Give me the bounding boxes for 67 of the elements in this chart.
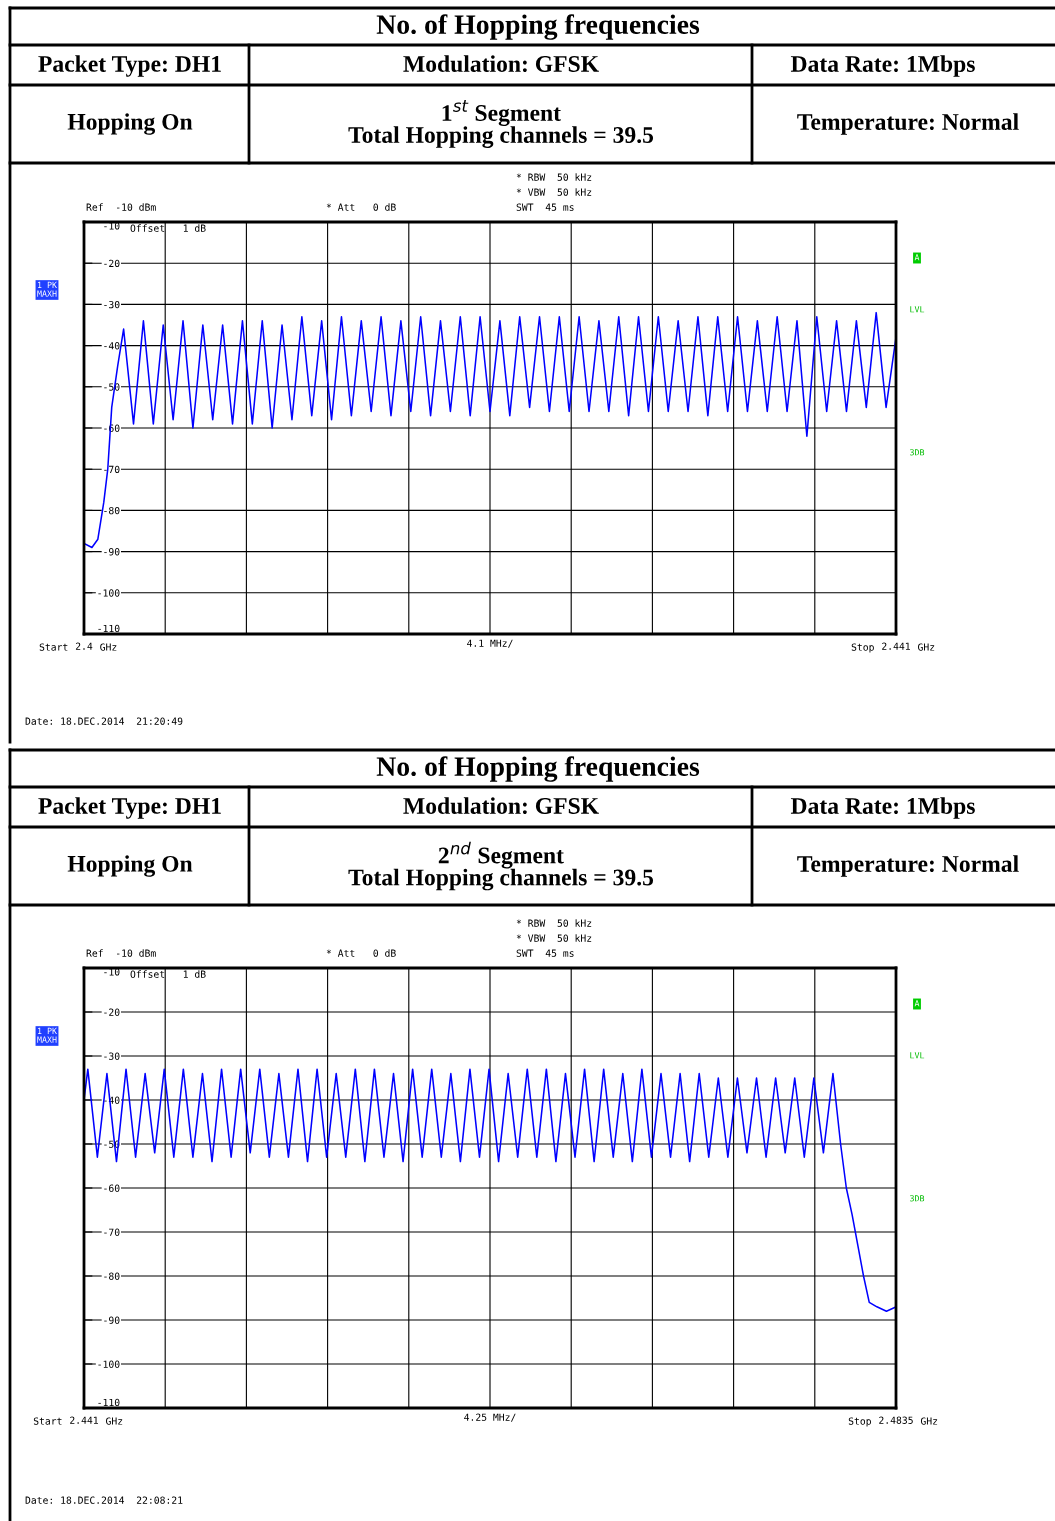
- text: Temperature: Normal: [797, 855, 1019, 877]
- text: * RBW 50 kHz: [516, 919, 592, 927]
- y-tick-label: -70: [104, 1228, 120, 1236]
- y-tick-label: -40: [104, 342, 120, 350]
- line-series: [84, 311, 896, 549]
- text: Stop: [848, 1417, 871, 1427]
- x-tick-label: 2.441: [70, 1416, 98, 1424]
- x-axis-title: 4.25 MHz/: [464, 1413, 516, 1422]
- text: GHz: [920, 1417, 938, 1425]
- y-tick-label: -80: [104, 1272, 120, 1280]
- text: Packet Type: DH1: [38, 55, 221, 77]
- text: Date: 18.DEC.2014 21:20:49: [25, 717, 183, 725]
- text: Start: [39, 643, 68, 651]
- y-tick-label: -90: [104, 1316, 120, 1324]
- text: * VBW 50 kHz: [516, 188, 592, 196]
- y-tick-label: -60: [104, 1184, 120, 1192]
- text: Hopping On: [67, 113, 193, 135]
- text: * Att 0 dB: [326, 949, 396, 957]
- text: * RBW 50 kHz: [516, 173, 592, 181]
- text: Date: 18.DEC.2014 22:08:21: [25, 1496, 183, 1504]
- text: Start: [33, 1417, 62, 1425]
- x-tick-label: 2.4: [75, 642, 93, 650]
- text: SWT 45 ms: [516, 203, 574, 211]
- chart-title: No. of Hopping frequencies: [376, 756, 700, 782]
- y-tick-label: -30: [104, 300, 120, 309]
- text: Ref -10 dBm: [86, 203, 156, 211]
- text: Data Rate: 1Mbps: [790, 797, 975, 819]
- y-tick-label: -30: [104, 1052, 120, 1060]
- annotation: Offset 1 dB: [130, 224, 206, 232]
- annotation: Offset 1 dB: [130, 970, 206, 978]
- y-tick-label: -100: [98, 1360, 120, 1368]
- text: GHz: [100, 643, 117, 651]
- y-tick-label: -80: [104, 506, 120, 515]
- text: 3DB: [910, 1195, 925, 1202]
- text: Packet Type: DH1: [38, 797, 221, 819]
- text: SWT 45 ms: [516, 949, 574, 957]
- y-tick-label: -100: [98, 589, 120, 597]
- text: Hopping On: [67, 855, 193, 877]
- text: Data Rate: 1Mbps: [790, 55, 975, 77]
- text: GHz: [918, 643, 935, 651]
- text: Temperature: Normal: [797, 113, 1019, 135]
- text: * Att 0 dB: [326, 203, 396, 211]
- y-tick-label: -20: [104, 1008, 120, 1016]
- line-series: [84, 1068, 896, 1312]
- text: LVL: [910, 1052, 925, 1059]
- x-tick-label: 2.441: [882, 642, 910, 650]
- chart-title: No. of Hopping frequencies: [376, 14, 700, 40]
- y-tick-label: -90: [104, 548, 120, 556]
- text: GHz: [106, 1417, 123, 1425]
- text: * VBW 50 kHz: [516, 934, 592, 942]
- text: 1 PK MAXH: [37, 1027, 57, 1043]
- y-tick-label: -110: [98, 1398, 120, 1407]
- text: Stop: [851, 643, 874, 653]
- y-tick-label: -20: [104, 259, 120, 268]
- text: 1 PK MAXH: [37, 281, 57, 297]
- text: A: [914, 1000, 920, 1007]
- text: 2$^{nd}$ Segment Total Hopping channels = 39.5: [348, 841, 654, 891]
- x-axis-title: 4.1 MHz/: [467, 639, 513, 648]
- text: A: [914, 254, 920, 261]
- text: Modulation: GFSK: [403, 55, 599, 73]
- x-tick-label: 2.4835: [879, 1416, 913, 1424]
- text: 3DB: [910, 449, 925, 456]
- text: Ref -10 dBm: [86, 949, 156, 957]
- y-tick-label: -110: [98, 624, 120, 633]
- text: LVL: [910, 306, 925, 313]
- text: Modulation: GFSK: [403, 797, 599, 815]
- text: 1$^{st}$ Segment Total Hopping channels = 39.5: [348, 100, 654, 148]
